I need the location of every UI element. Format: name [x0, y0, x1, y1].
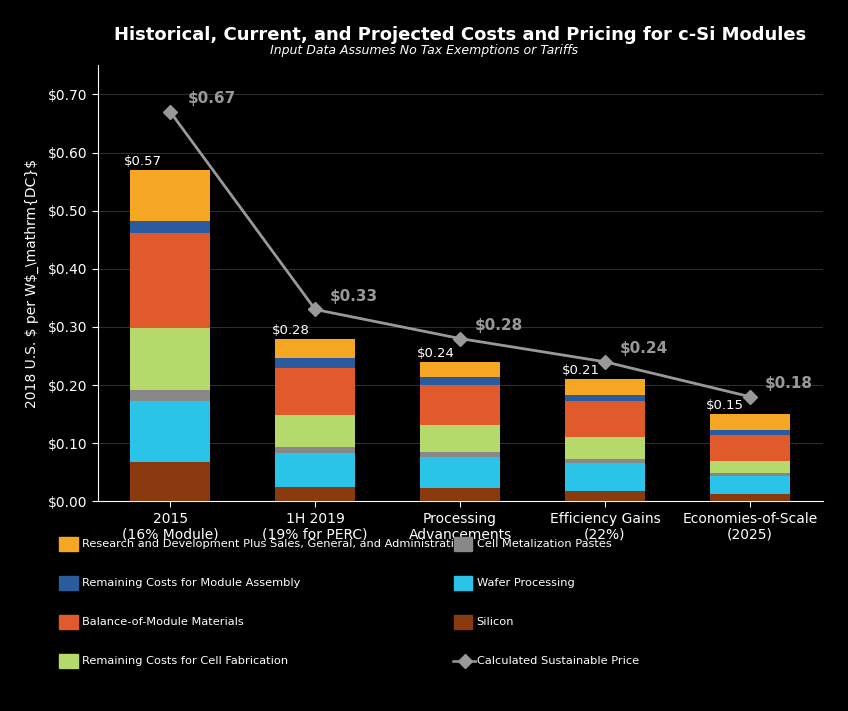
Bar: [565, 379, 644, 395]
Y-axis label: 2018 U.S. $ per W$_\mathrm{DC}$: 2018 U.S. $ per W$_\mathrm{DC}$: [25, 159, 39, 408]
Text: Input Data Assumes No Tax Exemptions or Tariffs: Input Data Assumes No Tax Exemptions or …: [270, 44, 578, 57]
Text: Wafer Processing: Wafer Processing: [477, 578, 574, 588]
Bar: [131, 220, 210, 233]
Bar: [710, 430, 789, 435]
Bar: [131, 401, 210, 461]
Bar: [565, 463, 644, 491]
Bar: [710, 461, 789, 474]
Text: $0.28: $0.28: [271, 324, 310, 337]
Text: $0.28: $0.28: [475, 318, 522, 333]
Text: $0.21: $0.21: [561, 365, 600, 378]
Text: Calculated Sustainable Price: Calculated Sustainable Price: [477, 656, 639, 666]
Text: Balance-of-Module Materials: Balance-of-Module Materials: [82, 617, 244, 627]
Text: $0.24: $0.24: [416, 347, 455, 360]
Text: $0.15: $0.15: [706, 400, 745, 412]
Bar: [276, 453, 355, 487]
Text: $0.33: $0.33: [330, 289, 378, 304]
Bar: [565, 459, 644, 463]
Text: $0.24: $0.24: [619, 341, 667, 356]
Bar: [421, 452, 499, 456]
Text: Research and Development Plus Sales, General, and Administrative: Research and Development Plus Sales, Gen…: [82, 539, 468, 549]
Bar: [421, 362, 499, 378]
Bar: [276, 358, 355, 368]
Bar: [421, 378, 499, 385]
Bar: [421, 424, 499, 452]
Bar: [276, 338, 355, 358]
Bar: [276, 368, 355, 415]
Bar: [131, 170, 210, 220]
Bar: [710, 476, 789, 493]
Bar: [276, 447, 355, 453]
Bar: [565, 401, 644, 437]
Text: $0.57: $0.57: [124, 155, 162, 169]
Text: Remaining Costs for Cell Fabrication: Remaining Costs for Cell Fabrication: [82, 656, 288, 666]
Bar: [131, 233, 210, 328]
Text: Remaining Costs for Module Assembly: Remaining Costs for Module Assembly: [82, 578, 301, 588]
Text: Cell Metalization Pastes: Cell Metalization Pastes: [477, 539, 611, 549]
Text: $0.18: $0.18: [764, 376, 812, 391]
Text: Silicon: Silicon: [477, 617, 514, 627]
Bar: [710, 493, 789, 501]
Bar: [565, 395, 644, 401]
Bar: [710, 474, 789, 476]
Bar: [131, 461, 210, 501]
Bar: [276, 487, 355, 501]
Bar: [421, 385, 499, 424]
Bar: [421, 488, 499, 501]
Bar: [131, 328, 210, 390]
Bar: [710, 435, 789, 461]
Bar: [131, 390, 210, 401]
Bar: [276, 415, 355, 447]
Title: Historical, Current, and Projected Costs and Pricing for c-Si Modules: Historical, Current, and Projected Costs…: [114, 26, 806, 44]
Text: $0.67: $0.67: [187, 91, 236, 106]
Bar: [565, 437, 644, 459]
Bar: [565, 491, 644, 501]
Bar: [710, 414, 789, 430]
Bar: [421, 456, 499, 488]
